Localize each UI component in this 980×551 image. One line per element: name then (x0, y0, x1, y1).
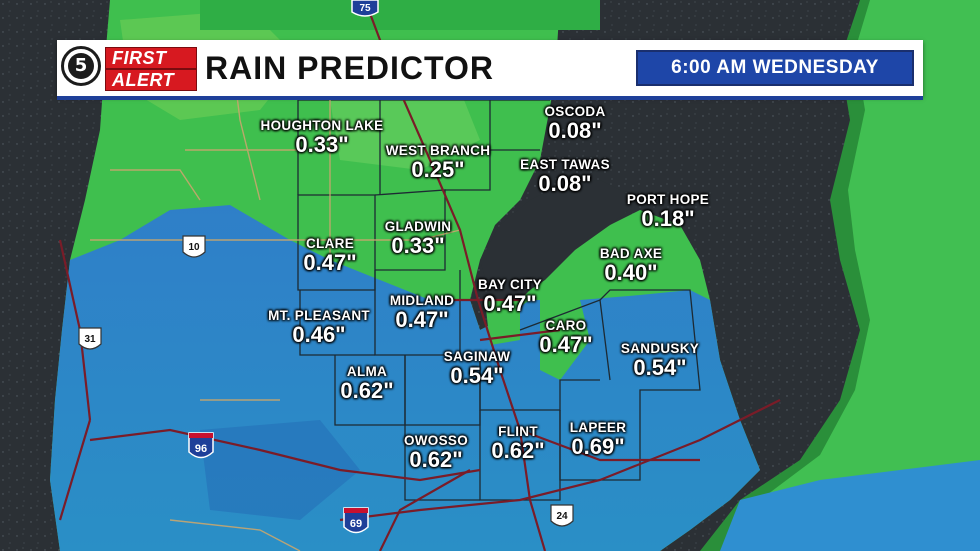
city-name: PORT HOPE (626, 192, 710, 207)
rain-amount: 0.18" (641, 206, 695, 231)
logo-first-text: FIRST (105, 47, 197, 69)
i96-shield: 96 (188, 432, 214, 459)
forecast-time-label: 6:00 AM WEDNESDAY (636, 50, 914, 86)
city-name: CLARE (306, 236, 354, 251)
rain-amount: 0.25" (411, 157, 465, 182)
city-label-caro: CARO 0.47" (539, 318, 592, 357)
rain-amount: 0.08" (538, 171, 592, 196)
city-name: MT. PLEASANT (268, 308, 370, 323)
rain-amount: 0.33" (391, 233, 445, 258)
header-banner: 5 FIRST ALERT RAIN PREDICTOR 6:00 AM WED… (57, 40, 923, 96)
city-label-houghton-lake: HOUGHTON LAKE 0.33" (261, 118, 384, 157)
city-label-saginaw: SAGINAW 0.54" (444, 349, 511, 388)
rain-amount: 0.46" (292, 322, 346, 347)
city-name: SANDUSKY (620, 341, 700, 356)
city-label-alma: ALMA 0.62" (340, 364, 393, 403)
city-label-gladwin: GLADWIN 0.33" (385, 219, 452, 258)
city-name: EAST TAWAS (520, 157, 610, 172)
svg-text:96: 96 (195, 443, 207, 455)
city-name: FLINT (498, 424, 538, 439)
green-patch-caro (540, 300, 590, 380)
us10-shield: 10 (182, 235, 206, 258)
city-name: HOUGHTON LAKE (260, 118, 384, 133)
canada-blue (720, 460, 980, 551)
highways (58, 0, 781, 551)
green-patch-bay (485, 300, 520, 345)
first-alert-logo: 5 FIRST ALERT (61, 44, 201, 92)
city-name: BAY CITY (478, 277, 542, 292)
city-label-lapeer: LAPEER 0.69" (570, 420, 627, 459)
rain-amount: 0.62" (340, 378, 394, 403)
logo-alert-text: ALERT (105, 69, 197, 91)
city-name: WEST BRANCH (385, 143, 491, 158)
rain-amount: 0.47" (483, 291, 537, 316)
light-green-patch (330, 90, 480, 170)
canada-rain-green (720, 0, 980, 551)
page-title: RAIN PREDICTOR (205, 50, 494, 86)
rain-amount: 0.47" (303, 250, 357, 275)
city-label-owosso: OWOSSO 0.62" (404, 433, 468, 472)
northern-green (200, 0, 600, 30)
city-name: BAD AXE (599, 246, 663, 261)
city-label-mt-pleasant: MT. PLEASANT 0.46" (268, 308, 370, 347)
svg-text:10: 10 (188, 242, 200, 253)
us31-shield: 31 (78, 327, 102, 350)
i75-shield: 75 (351, 0, 379, 17)
rain-amount: 0.62" (491, 438, 545, 463)
logo-number: 5 (68, 53, 94, 79)
city-name: CARO (545, 318, 587, 333)
rain-amount: 0.69" (571, 434, 625, 459)
i69-shield: 69 (343, 507, 369, 534)
svg-text:69: 69 (350, 518, 362, 530)
rain-amount: 0.47" (395, 307, 449, 332)
svg-text:24: 24 (556, 511, 568, 522)
cbs-eye-icon: 5 (61, 46, 101, 86)
rain-amount: 0.54" (450, 363, 504, 388)
roads (90, 39, 461, 551)
city-label-sandusky: SANDUSKY 0.54" (621, 341, 699, 380)
city-name: GLADWIN (384, 219, 452, 234)
city-label-oscoda: OSCODA 0.08" (544, 104, 605, 143)
city-name: OSCODA (544, 104, 606, 119)
city-name: ALMA (346, 364, 388, 379)
city-label-bay-city: BAY CITY 0.47" (478, 277, 542, 316)
rain-amount: 0.40" (604, 260, 658, 285)
city-name: SAGINAW (443, 349, 511, 364)
city-label-flint: FLINT 0.62" (491, 424, 544, 463)
city-label-midland: MIDLAND 0.47" (390, 293, 454, 332)
city-label-bad-axe: BAD AXE 0.40" (600, 246, 662, 285)
rain-amount: 0.62" (409, 447, 463, 472)
rain-amount: 0.08" (548, 118, 602, 143)
banner-underline (57, 96, 923, 100)
city-name: LAPEER (569, 420, 627, 435)
saginaw-bay (480, 180, 640, 300)
rain-amount: 0.33" (295, 132, 349, 157)
us24-shield: 24 (550, 504, 574, 527)
rain-amount: 0.54" (633, 355, 687, 380)
city-label-clare: CLARE 0.47" (303, 236, 356, 275)
svg-text:31: 31 (84, 334, 96, 345)
city-name: MIDLAND (389, 293, 455, 308)
rain-amount: 0.47" (539, 332, 593, 357)
svg-text:75: 75 (359, 3, 371, 14)
city-label-east-tawas: EAST TAWAS 0.08" (520, 157, 610, 196)
city-label-port-hope: PORT HOPE 0.18" (627, 192, 709, 231)
city-label-west-branch: WEST BRANCH 0.25" (386, 143, 491, 182)
city-name: OWOSSO (403, 433, 469, 448)
